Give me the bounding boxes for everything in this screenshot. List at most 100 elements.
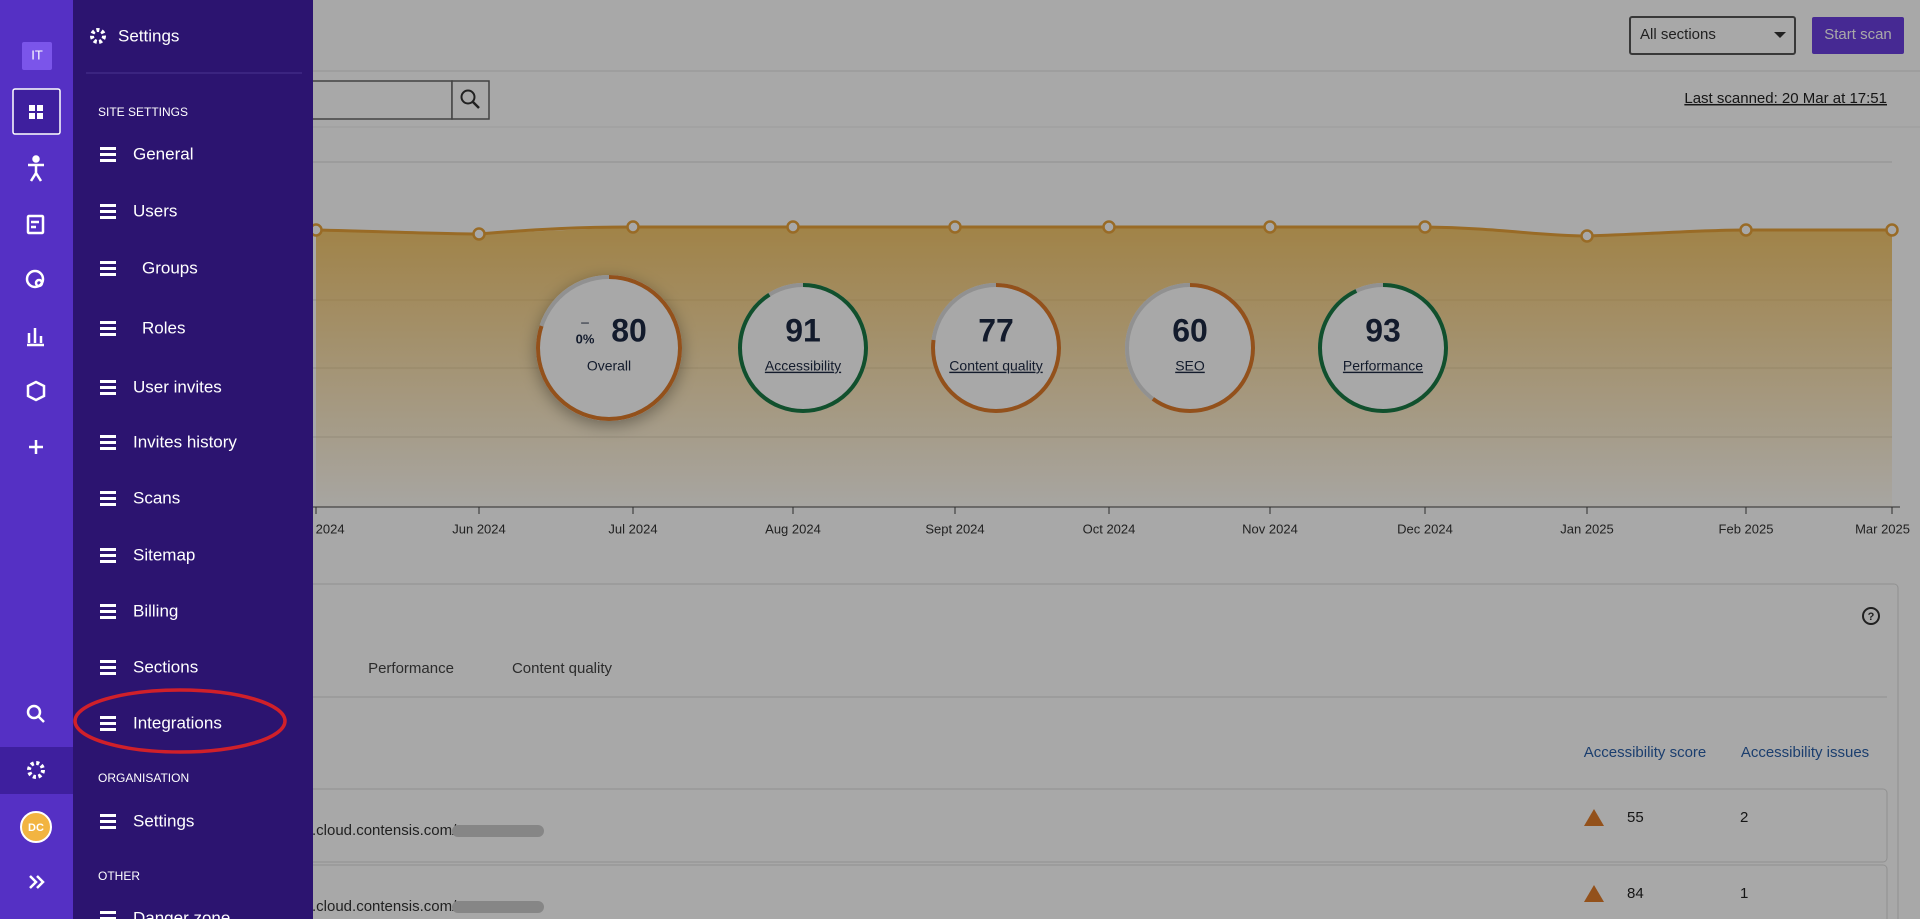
rail-icons xyxy=(25,155,46,723)
user-avatar[interactable] xyxy=(20,811,52,843)
menu-icon xyxy=(100,917,116,919)
x-tick-label: Oct 2024 xyxy=(1083,521,1136,536)
score-change: – xyxy=(581,314,589,330)
blurred-path xyxy=(452,901,544,913)
search-icon-handle xyxy=(472,101,480,109)
menu-icon xyxy=(100,261,116,264)
menu-icon xyxy=(100,435,116,438)
score-bg xyxy=(1125,283,1255,413)
trend-point xyxy=(1102,220,1116,234)
score-bg xyxy=(1318,283,1448,413)
score-label[interactable]: SEO xyxy=(1175,358,1205,374)
workspace-badge[interactable] xyxy=(22,42,52,70)
menu-icon xyxy=(100,616,116,619)
menu-item[interactable]: Scans xyxy=(133,488,180,507)
menu-item[interactable]: Sections xyxy=(133,657,198,676)
trend-point xyxy=(1580,229,1594,243)
tab[interactable]: Performance xyxy=(368,660,454,677)
tab[interactable]: Content quality xyxy=(512,660,613,677)
warning-icon xyxy=(1584,885,1604,902)
column-header[interactable]: Accessibility issues xyxy=(1741,744,1869,761)
rail-active-item[interactable] xyxy=(12,88,61,135)
x-tick-label: Feb 2025 xyxy=(1719,521,1774,536)
score-label[interactable]: Content quality xyxy=(949,358,1042,374)
modal-overlay[interactable] xyxy=(73,0,1920,919)
help-icon[interactable] xyxy=(1862,607,1880,625)
menu-item[interactable]: Settings xyxy=(133,811,194,830)
row-url: .cloud.contensis.com/ xyxy=(312,898,457,915)
menu-item[interactable]: Invites history xyxy=(133,432,237,451)
user-initials: DC xyxy=(28,822,44,834)
panel-title: Settings xyxy=(118,26,179,45)
score-value: 91 xyxy=(785,312,821,348)
menu-icon xyxy=(100,722,116,725)
menu-icon xyxy=(100,716,116,719)
select-arrow xyxy=(1774,32,1786,38)
trend-point xyxy=(786,220,800,234)
menu-icon xyxy=(100,216,116,219)
menu-heading: SITE SETTINGS xyxy=(98,105,188,119)
menu-icon xyxy=(100,497,116,500)
menu-icon xyxy=(100,333,116,336)
x-tick-label: Nov 2024 xyxy=(1242,521,1298,536)
settings-menu: SITE SETTINGS General Users Groups Roles User… xyxy=(98,105,237,919)
score-value: 80 xyxy=(611,312,647,348)
menu-icon xyxy=(100,447,116,450)
menu-icon xyxy=(100,503,116,506)
start-scan-text: Start scan xyxy=(1824,26,1892,43)
menu-icon xyxy=(100,814,116,817)
row-url: .cloud.contensis.com/ xyxy=(312,822,457,839)
rail-settings-active[interactable] xyxy=(0,747,73,794)
x-tick-label: Jan 2025 xyxy=(1560,521,1614,536)
menu-heading: ORGANISATION xyxy=(98,771,189,785)
score-value: 60 xyxy=(1172,312,1208,348)
menu-icon xyxy=(100,666,116,669)
menu-item[interactable]: Groups xyxy=(142,258,198,277)
menu-item[interactable]: Users xyxy=(133,201,177,220)
menu-item[interactable]: Integrations xyxy=(133,713,222,732)
menu-item[interactable]: Sitemap xyxy=(133,545,195,564)
menu-icon xyxy=(100,672,116,675)
score-bg xyxy=(536,275,682,421)
menu-item[interactable]: Roles xyxy=(142,318,185,337)
search-button[interactable] xyxy=(451,80,490,120)
menu-icon xyxy=(100,386,116,389)
section-select[interactable] xyxy=(1629,16,1796,55)
menu-heading: OTHER xyxy=(98,869,140,883)
menu-item[interactable]: General xyxy=(133,144,193,163)
score-label: Overall xyxy=(587,358,631,374)
x-tick-label: Dec 2024 xyxy=(1397,521,1453,536)
expand-icon[interactable] xyxy=(29,875,45,889)
x-tick-label: Jul 2024 xyxy=(608,521,657,536)
highlight-ellipse xyxy=(73,688,287,754)
menu-icon xyxy=(100,826,116,829)
help-icon-glyph: ? xyxy=(1868,611,1875,623)
menu-icon xyxy=(100,392,116,395)
results-table: Accessibility score Accessibility issues.… xyxy=(299,744,1888,919)
menu-icon xyxy=(100,267,116,270)
warning-icon xyxy=(1584,809,1604,826)
trend-point xyxy=(472,227,486,241)
score-label[interactable]: Performance xyxy=(1343,358,1423,374)
menu-icon xyxy=(100,548,116,551)
trend-point xyxy=(948,220,962,234)
score-label[interactable]: Accessibility xyxy=(765,358,841,374)
menu-item[interactable]: Danger zone xyxy=(133,908,230,919)
menu-icon xyxy=(100,327,116,330)
menu-item[interactable]: User invites xyxy=(133,377,222,396)
column-header[interactable]: Accessibility score xyxy=(1584,744,1707,761)
trend-points xyxy=(309,220,1899,243)
score-bg xyxy=(738,283,868,413)
menu-item[interactable]: Billing xyxy=(133,601,178,620)
start-scan-button[interactable] xyxy=(1812,17,1904,54)
score-arc xyxy=(1318,283,1448,413)
menu-icon xyxy=(100,380,116,383)
score-change-pct: 0% xyxy=(576,331,595,346)
score-arc xyxy=(738,283,868,413)
trend-area xyxy=(316,227,1892,507)
trend-point xyxy=(1418,220,1432,234)
x-tick-label: Aug 2024 xyxy=(765,521,821,536)
last-scanned[interactable]: Last scanned: 20 Mar at 17:51 xyxy=(1684,90,1887,107)
x-tick-label: Jun 2024 xyxy=(452,521,506,536)
